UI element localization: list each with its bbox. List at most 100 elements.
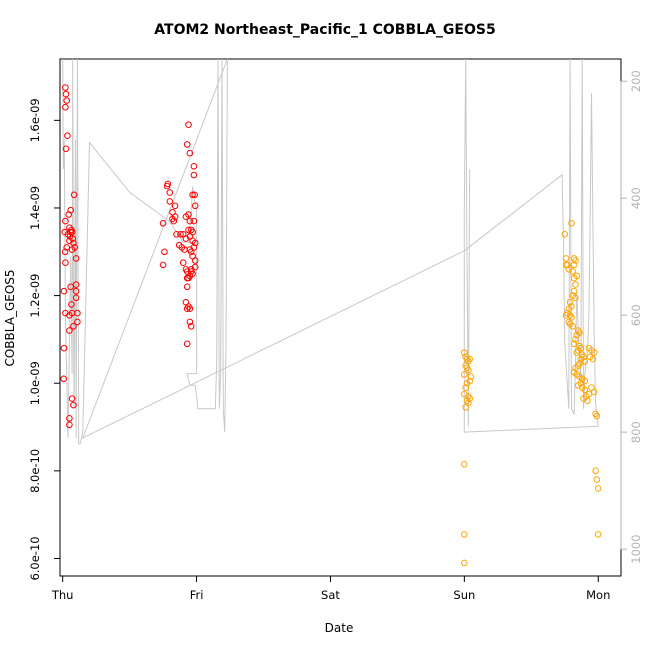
data-point (187, 268, 195, 275)
data-point (70, 191, 78, 199)
data-point (64, 132, 71, 139)
y-tick-label: 1.6e-09 (28, 98, 42, 142)
x-tick-label: Fri (190, 588, 204, 602)
data-point (183, 305, 191, 313)
data-point (177, 231, 184, 238)
data-point (461, 559, 468, 567)
data-point (62, 217, 69, 225)
x-axis: Thu Fri Sat Sun Mon (51, 575, 610, 602)
data-point (581, 386, 589, 394)
data-point (581, 358, 589, 365)
data-point (62, 90, 70, 98)
data-point (191, 257, 199, 264)
points-layer (60, 84, 602, 567)
data-point (569, 268, 577, 275)
data-point (61, 248, 69, 256)
data-point (573, 349, 581, 356)
data-point (589, 355, 597, 363)
data-point (462, 404, 470, 411)
x-tick-label: Thu (51, 588, 74, 602)
data-point (183, 283, 191, 291)
data-point (562, 312, 570, 319)
data-point (593, 412, 601, 420)
data-point (186, 149, 194, 157)
data-point (62, 259, 69, 267)
data-point (572, 364, 579, 372)
data-point (570, 261, 578, 269)
data-point (171, 202, 179, 210)
data-point (191, 239, 199, 247)
data-point (170, 217, 178, 225)
data-point (461, 349, 468, 356)
plot-frame (59, 58, 622, 577)
x-tick-label: Sun (453, 588, 475, 602)
data-point (60, 344, 68, 352)
data-point (572, 281, 579, 288)
data-point (186, 217, 194, 225)
data-point (594, 531, 602, 538)
y-tick-label: 1.4e-09 (28, 186, 42, 230)
data-point (570, 274, 578, 282)
data-point (74, 318, 81, 326)
data-point (60, 375, 68, 383)
data-point (67, 206, 74, 214)
data-point (462, 384, 470, 391)
data-point (461, 371, 468, 378)
y2-tick-label: 1000 (629, 534, 643, 563)
data-point (66, 415, 73, 422)
data-point (185, 274, 192, 282)
x-tick-label: Mon (586, 588, 610, 602)
data-point (561, 231, 569, 238)
data-point (463, 379, 471, 387)
data-point (594, 485, 602, 492)
y-tick-label: 8.0e-10 (28, 449, 42, 493)
data-point (72, 294, 80, 302)
data-point (70, 239, 77, 247)
y2-tick-label: 200 (629, 70, 643, 92)
y-tick-label: 1.0e-09 (28, 361, 42, 405)
data-point (74, 309, 81, 317)
data-point (62, 84, 69, 91)
data-point (186, 305, 194, 313)
data-point (190, 171, 198, 179)
data-point (173, 231, 180, 238)
y-tick-label: 1.2e-09 (28, 274, 42, 318)
data-point (62, 103, 69, 111)
data-point (183, 141, 191, 148)
data-point (568, 220, 575, 227)
data-point (572, 294, 579, 302)
chart-title: ATOM2 Northeast_Pacific_1 COBBLA_GEOS5 (154, 22, 495, 38)
data-point (66, 327, 73, 334)
data-point (570, 340, 578, 348)
data-point (67, 283, 74, 291)
data-point (179, 259, 187, 267)
y2-tick-label: 400 (629, 187, 643, 209)
data-point (585, 344, 593, 352)
data-point (572, 257, 579, 264)
data-point (63, 97, 70, 104)
data-point (467, 373, 475, 380)
data-point (68, 395, 76, 402)
data-point (66, 421, 73, 429)
y-axis-label: COBBLA_GEOS5 (3, 269, 17, 366)
data-point (72, 255, 80, 262)
data-point (572, 336, 579, 343)
data-point (72, 281, 80, 288)
y-axis: 6.0e-10 8.0e-10 1.0e-09 1.2e-09 1.4e-09 1.6e-… (28, 98, 61, 581)
y2-tick-label: 600 (629, 304, 643, 326)
data-point (185, 121, 192, 128)
data-point (70, 401, 77, 409)
x-tick-label: Sat (321, 588, 340, 602)
data-point (185, 211, 192, 218)
data-point (62, 145, 70, 153)
x-axis-label: Date (325, 621, 354, 635)
data-point (190, 244, 198, 251)
data-point (63, 244, 70, 251)
data-point (573, 331, 581, 339)
data-point (70, 323, 77, 330)
data-point (592, 467, 599, 475)
data-point (68, 301, 75, 308)
data-point (190, 163, 198, 170)
data-point (566, 298, 574, 306)
